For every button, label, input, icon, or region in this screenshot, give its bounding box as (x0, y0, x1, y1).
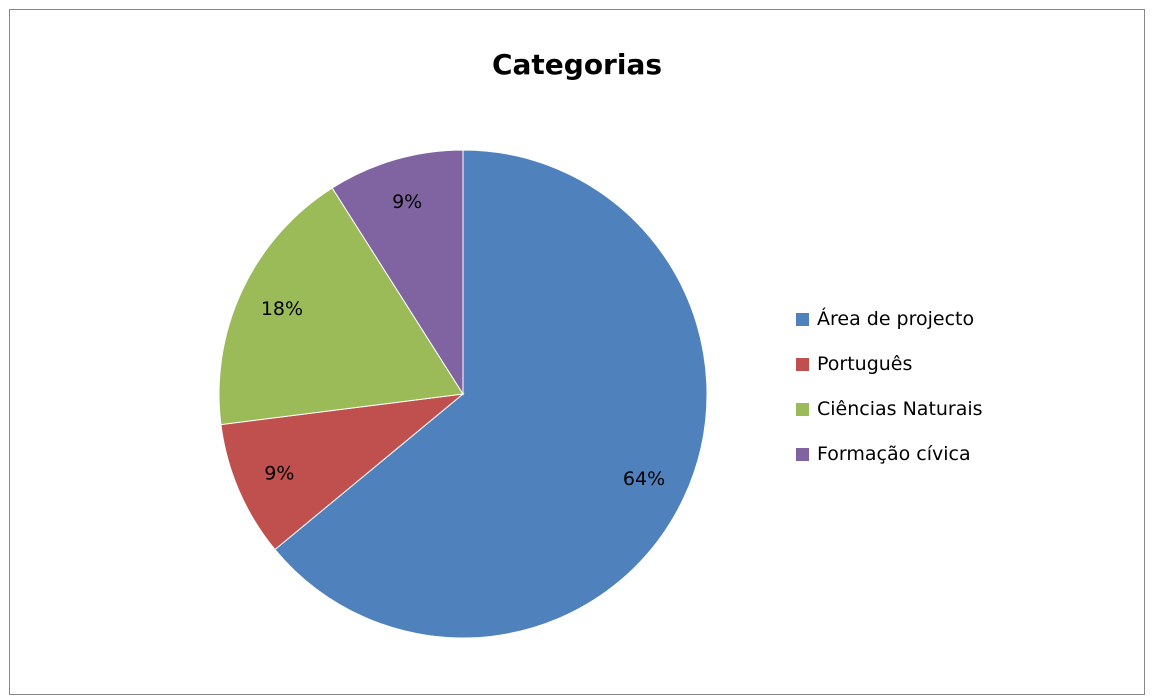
pie-slice-0 (274, 149, 708, 639)
chart-area: Categorias 64% 9% 18% 9% Área de projecto Po… (9, 9, 1145, 695)
slice-data-label-3: 9% (392, 191, 422, 213)
legend-label: Português (817, 353, 913, 375)
legend-swatch (796, 447, 809, 461)
legend-label: Ciências Naturais (817, 398, 983, 420)
slice-data-label-0: 64% (623, 468, 665, 490)
legend-item: Português (796, 352, 983, 376)
legend-item: Área de projecto (796, 307, 983, 331)
legend-item: Ciências Naturais (796, 397, 983, 421)
chart-title: Categorias (491, 48, 663, 81)
legend-swatch (796, 402, 809, 416)
pie-slice-1 (220, 393, 465, 551)
pie-slice-2 (218, 187, 464, 426)
legend-label: Área de projecto (817, 308, 975, 330)
legend-label: Formação cívica (817, 443, 971, 465)
legend-swatch (796, 312, 809, 326)
legend-swatch (796, 357, 809, 371)
pie-chart: 64% 9% 18% 9% (218, 149, 708, 639)
legend-item: Formação cívica (796, 442, 983, 466)
pie-slice-3 (331, 149, 464, 396)
slice-data-label-2: 18% (261, 298, 303, 320)
legend: Área de projecto Português Ciências Natura… (796, 307, 983, 487)
slice-data-label-1: 9% (264, 462, 294, 484)
